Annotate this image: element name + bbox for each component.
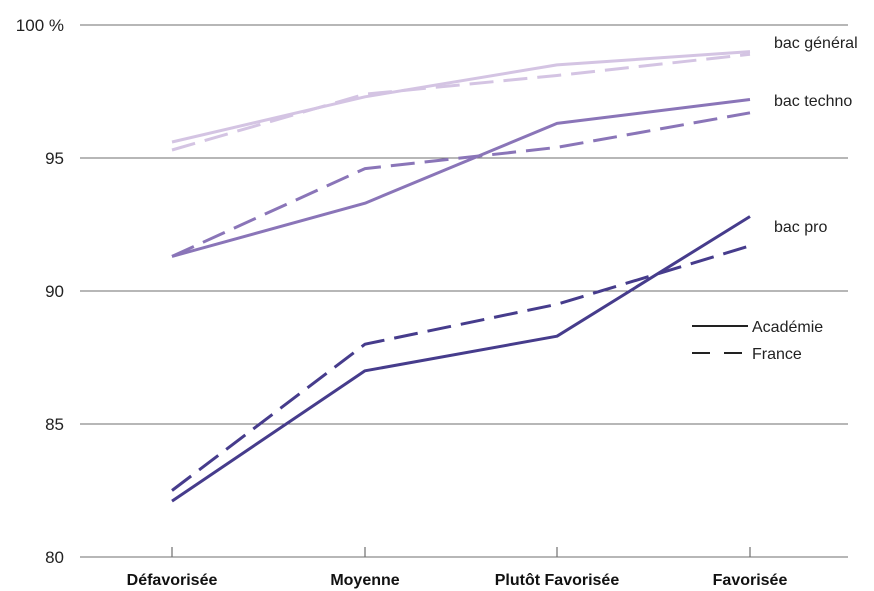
- x-tick-label: Moyenne: [330, 572, 399, 589]
- x-axis-ticks: Défavorisée Moyenne Plutôt Favorisée Favori…: [127, 547, 788, 589]
- x-tick-label: Favorisée: [713, 572, 788, 589]
- series-label: bac techno: [774, 93, 852, 110]
- x-tick-label: Défavorisée: [127, 572, 218, 589]
- y-tick-label: 90: [45, 282, 64, 301]
- x-tick-label: Plutôt Favorisée: [495, 572, 620, 589]
- legend-label: Académie: [752, 319, 823, 336]
- y-tick-label: 85: [45, 415, 64, 434]
- series-line-bac-pro-france: [171, 244, 751, 492]
- legend-label: France: [752, 346, 802, 363]
- series-line-bac-techno-académie: [171, 98, 751, 258]
- y-axis-ticks: 80 85 90 95 100 %: [16, 16, 64, 567]
- series-line-bac-pro-académie: [171, 215, 751, 503]
- series-lines: [171, 50, 751, 503]
- grid-lines: [80, 24, 848, 558]
- y-tick-label: 95: [45, 149, 64, 168]
- y-tick-label: 80: [45, 548, 64, 567]
- y-tick-label: 100 %: [16, 16, 64, 35]
- series-label: bac pro: [774, 219, 827, 236]
- series-labels: bac général bac techno bac pro: [774, 35, 858, 236]
- series-line-bac-général-académie: [171, 50, 751, 144]
- series-line-bac-général-france: [171, 52, 751, 152]
- series-label: bac général: [774, 35, 858, 52]
- legend: Académie France: [692, 319, 823, 363]
- series-line-bac-techno-france: [171, 111, 751, 258]
